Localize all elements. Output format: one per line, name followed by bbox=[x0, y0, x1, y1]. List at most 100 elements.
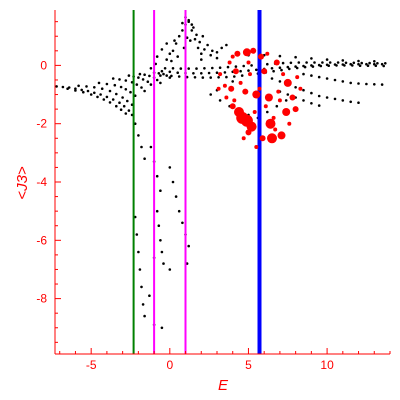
scatter-point-red bbox=[277, 98, 282, 103]
scatter-point bbox=[336, 61, 340, 64]
scatter-point bbox=[143, 73, 146, 76]
scatter-point bbox=[317, 104, 321, 107]
scatter-point bbox=[352, 61, 356, 65]
scatter-point bbox=[115, 92, 118, 96]
scatter-point bbox=[220, 46, 223, 50]
scatter-point bbox=[135, 83, 139, 86]
scatter-point bbox=[148, 294, 151, 298]
scatter-point-red bbox=[232, 68, 239, 75]
scatter-point bbox=[159, 189, 162, 192]
scatter-point-red bbox=[234, 107, 244, 117]
scatter-point bbox=[177, 75, 181, 78]
scatter-point-red bbox=[246, 121, 257, 132]
scatter-point bbox=[317, 94, 321, 98]
scatter-point-red bbox=[287, 121, 292, 126]
scatter-point bbox=[159, 239, 162, 242]
scatter-point bbox=[155, 209, 159, 213]
scatter-point bbox=[305, 61, 308, 64]
scatter-point bbox=[266, 110, 269, 114]
scatter-point bbox=[124, 79, 128, 82]
scatter-point bbox=[327, 64, 331, 67]
scatter-point bbox=[140, 285, 143, 289]
scatter-point bbox=[121, 96, 124, 99]
scatter-point-red bbox=[242, 48, 251, 57]
scatter-point bbox=[373, 83, 376, 86]
scatter-point bbox=[357, 101, 360, 104]
scatter-point bbox=[313, 61, 316, 64]
scatter-point bbox=[82, 90, 85, 94]
x-axis-title: E bbox=[218, 377, 229, 394]
scatter-point bbox=[266, 62, 269, 66]
scatter-point bbox=[160, 69, 164, 73]
scatter-point bbox=[200, 58, 203, 61]
scatter-point-red bbox=[258, 53, 264, 60]
scatter-point-red bbox=[242, 88, 249, 95]
scatter-point bbox=[328, 61, 332, 64]
scatter-point bbox=[168, 70, 172, 74]
scatter-point bbox=[335, 64, 338, 67]
scatter-point bbox=[187, 244, 190, 248]
y-minor-ticks bbox=[55, 21, 58, 343]
scatter-point bbox=[198, 40, 201, 44]
scatter-point bbox=[358, 64, 362, 67]
scatter-point bbox=[189, 39, 192, 42]
scatter-point bbox=[162, 262, 165, 265]
scatter-point bbox=[193, 37, 197, 41]
scatter-point-red bbox=[276, 89, 281, 94]
scatter-point-red bbox=[273, 59, 280, 66]
scatter-point bbox=[357, 82, 360, 85]
scatter-point bbox=[137, 76, 140, 79]
scatter-point bbox=[270, 77, 274, 80]
scatter-point bbox=[93, 91, 96, 95]
scatter-point-red bbox=[281, 72, 286, 77]
scatter-point bbox=[61, 85, 65, 89]
scatter-point bbox=[181, 29, 184, 32]
scatter-point bbox=[85, 85, 88, 88]
scatter-point bbox=[270, 67, 274, 70]
scatter-point bbox=[211, 66, 214, 70]
scatter-point-red bbox=[283, 78, 292, 87]
y-tick-label: -2 bbox=[36, 117, 47, 131]
scatter-point bbox=[137, 134, 140, 137]
scatter-point bbox=[206, 43, 209, 47]
scatter-point bbox=[190, 29, 194, 32]
scatter-point-red bbox=[238, 80, 243, 85]
scatter-point bbox=[165, 58, 168, 61]
scatter-point bbox=[200, 72, 203, 75]
scatter-point bbox=[278, 66, 282, 69]
scatter-point bbox=[286, 93, 290, 96]
x-tick-label: -5 bbox=[86, 358, 97, 372]
scatter-point bbox=[302, 72, 305, 76]
scatter-point bbox=[242, 64, 245, 68]
scatter-point bbox=[203, 48, 206, 51]
scatter-point bbox=[295, 66, 299, 70]
scatter-point bbox=[108, 101, 112, 104]
scatter-point bbox=[310, 74, 313, 77]
scatter-point bbox=[288, 67, 291, 71]
scatter-point bbox=[380, 83, 384, 86]
scatter-point-red bbox=[229, 103, 236, 110]
scatter-point bbox=[325, 77, 329, 80]
scatter-point bbox=[171, 67, 175, 70]
scatter-point bbox=[349, 81, 353, 85]
scatter-point bbox=[187, 18, 190, 22]
scatter-point-red bbox=[232, 98, 237, 103]
scatter-point-red bbox=[216, 86, 221, 91]
scatter-point bbox=[209, 93, 212, 96]
scatter-point bbox=[234, 65, 238, 68]
scatter-point bbox=[102, 98, 106, 101]
scatter-point bbox=[160, 48, 164, 51]
scatter-point-red bbox=[234, 50, 241, 57]
scatter-point-red bbox=[295, 75, 300, 80]
scatter-point-red bbox=[252, 110, 257, 114]
scatter-point-red bbox=[264, 93, 273, 102]
scatter-point bbox=[124, 88, 128, 91]
scatter-point bbox=[368, 61, 371, 65]
scatter-point bbox=[159, 81, 162, 85]
scatter-point bbox=[380, 62, 384, 66]
scatter-point bbox=[148, 74, 151, 78]
scatter-point bbox=[138, 268, 142, 271]
scatter-point bbox=[311, 65, 315, 68]
x-minor-ticks bbox=[59, 351, 391, 354]
